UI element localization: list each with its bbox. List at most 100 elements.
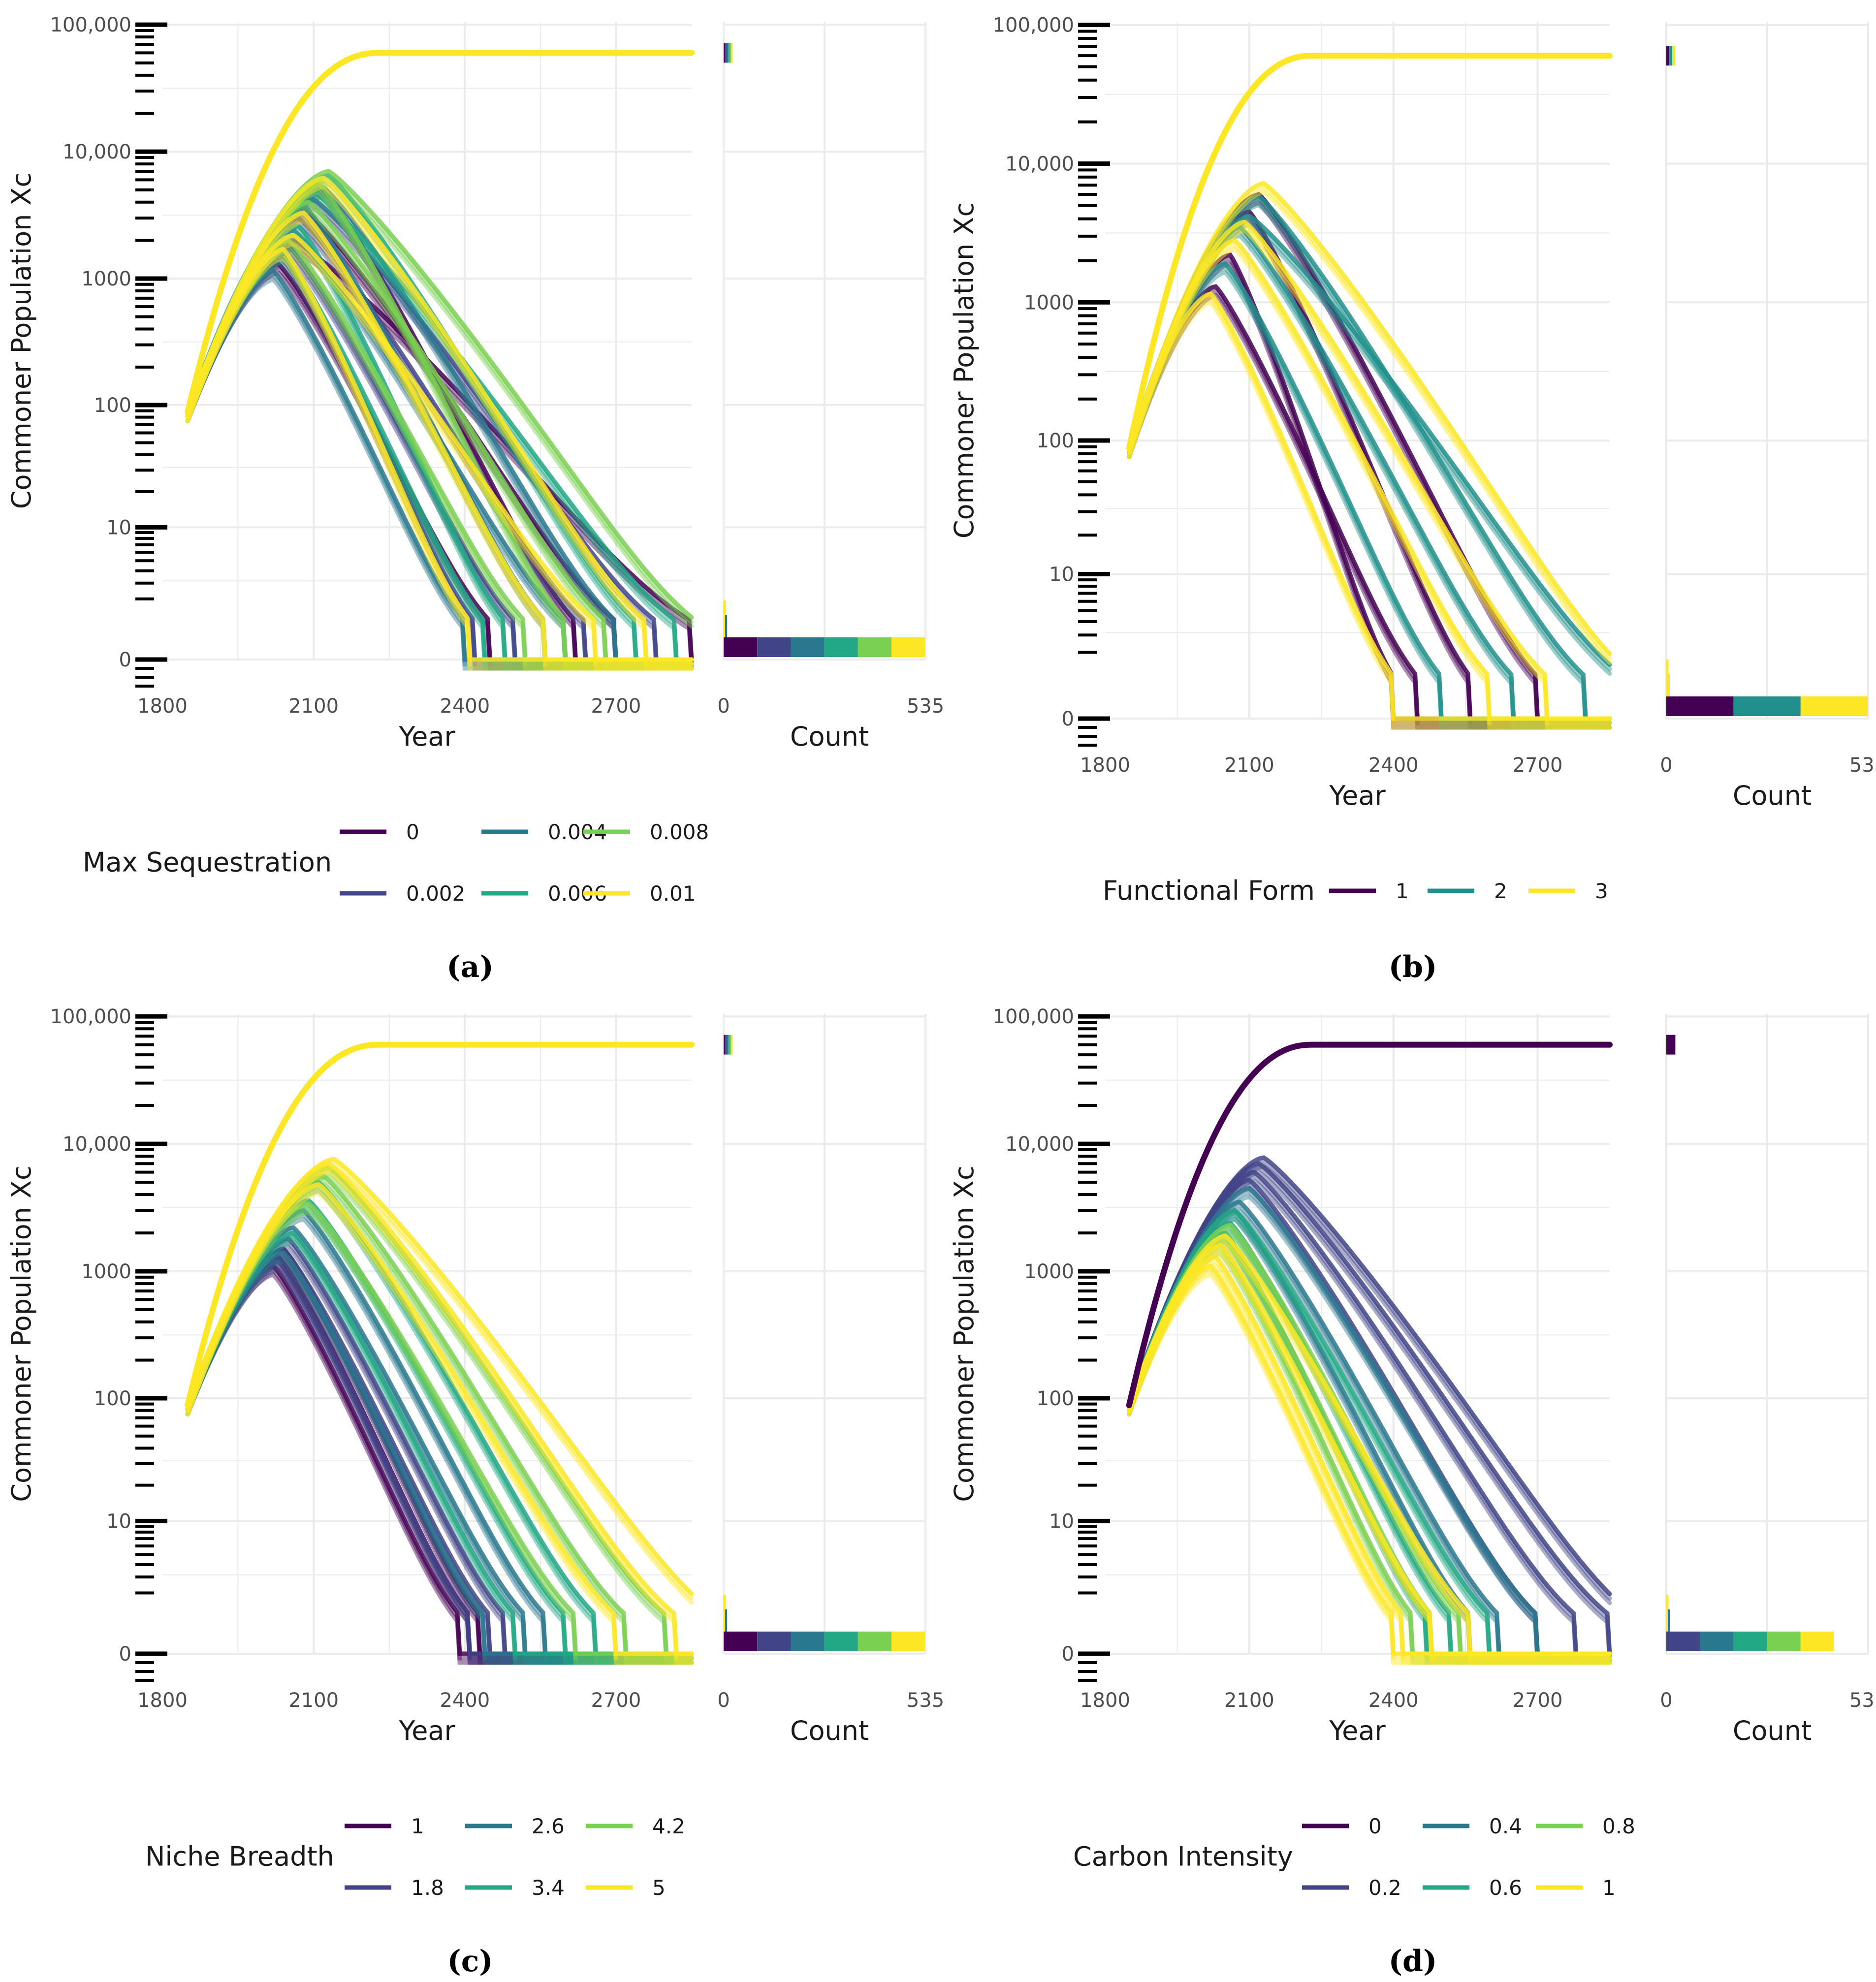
count-bar-zero-4.2 — [858, 1632, 892, 1651]
legend-label: 0.6 — [1489, 1876, 1522, 1900]
series-line-4.2 — [185, 1201, 694, 1656]
y-tick-label: 100 — [1037, 1387, 1074, 1410]
x-tick-label: 1800 — [137, 695, 188, 718]
series-line-1 — [185, 1268, 694, 1661]
count-tick-label: 0 — [1660, 754, 1672, 777]
legend-b: Functional Form 1 2 3 — [1103, 875, 1608, 906]
legend-label: 2.6 — [532, 1814, 565, 1838]
count-bar-zero-0.8 — [1767, 1632, 1801, 1651]
series-line-5 — [185, 1182, 694, 1656]
count-bar-zero-0.6 — [1733, 1632, 1767, 1651]
legend-label: 4.2 — [652, 1814, 685, 1838]
series-line-0.01 — [185, 175, 694, 662]
count-tick-label: 0 — [1660, 1689, 1672, 1712]
legend-title: Carbon Intensity — [1073, 1841, 1293, 1872]
grid-b — [1105, 22, 1869, 720]
y-tick-label: 100 — [94, 1387, 131, 1410]
count-bar-zero-2.6 — [791, 1632, 825, 1651]
y-tick-label: 1000 — [1024, 1260, 1074, 1283]
count-tick-label: 0 — [717, 695, 730, 718]
count-bar-zero-0.008 — [858, 637, 892, 657]
series-line-0.01 — [185, 241, 694, 671]
y-tick-label: 100 — [1037, 430, 1074, 452]
y-tick-label: 1000 — [1024, 291, 1074, 314]
series-line-4.2 — [185, 1205, 694, 1661]
count-bar-plateau-1.8 — [725, 1035, 727, 1055]
series-line-0.01 — [185, 255, 694, 671]
legend-title: Niche Breadth — [145, 1841, 334, 1872]
plateau-line — [185, 50, 695, 415]
series-line-0.6 — [1127, 1212, 1612, 1661]
series-line-5 — [185, 1157, 694, 1596]
x-tick-label: 2100 — [288, 695, 339, 718]
series-line-1 — [1127, 1258, 1612, 1661]
x-tick-label: 2400 — [440, 1689, 490, 1712]
series-line-1 — [185, 1272, 694, 1665]
legend-label: 1.8 — [411, 1876, 444, 1900]
count-bar-plateau-0.002 — [725, 43, 727, 63]
series-line-0.4 — [1127, 1186, 1612, 1656]
count-bar-plateau-2.6 — [727, 1035, 729, 1055]
series-line-0.01 — [185, 215, 694, 666]
legend-label: 0.008 — [650, 820, 709, 844]
legend-label: 0.002 — [406, 881, 465, 906]
series-line-1.8 — [185, 1241, 694, 1661]
count-axis-d: 0 535 Count — [1660, 1689, 1876, 1746]
count-bar-zero-0.01 — [891, 637, 925, 657]
series-line-3.4 — [185, 1235, 694, 1661]
count-bars-c — [723, 1035, 925, 1651]
x-tick-label: 2100 — [288, 1689, 339, 1712]
series-line-0.006 — [185, 254, 694, 666]
legend-a: Max Sequestration00.0020.0040.0060.0080.… — [83, 820, 709, 906]
legend-label: 3 — [1595, 879, 1608, 903]
y-tick-label: 0 — [119, 1643, 131, 1666]
series-line-1 — [1127, 1268, 1612, 1661]
x-tick-label: 2700 — [1513, 754, 1563, 777]
x-tick-label: 2700 — [1513, 1689, 1563, 1712]
y-tick-label: 10,000 — [63, 1133, 131, 1156]
y-tick-label: 100,000 — [50, 1006, 131, 1028]
series-line-1 — [1127, 1242, 1612, 1665]
x-axis-title: Year — [398, 1715, 455, 1746]
y-tick-label: 10 — [106, 516, 131, 539]
count-bar-zero-3 — [1800, 696, 1868, 716]
series-line-3 — [1127, 247, 1612, 730]
plateau-line — [1126, 53, 1613, 451]
count-bar-zero-0.2 — [1666, 1632, 1700, 1651]
x-tick-label: 1800 — [1080, 1689, 1130, 1712]
count-axis-title: Count — [790, 1715, 869, 1746]
y-axis-a: 0 10 100 1000 10,000 100,000 — [50, 14, 167, 688]
series-line-1 — [1127, 1263, 1612, 1656]
x-tick-label: 2700 — [591, 695, 641, 718]
series-line-2 — [1127, 194, 1612, 721]
series-line-1 — [185, 1263, 694, 1665]
y-tick-label: 0 — [119, 649, 131, 671]
series-line-1.8 — [185, 1267, 694, 1665]
x-tick-label: 2100 — [1224, 1689, 1274, 1712]
x-tick-label: 2400 — [1368, 1689, 1419, 1712]
x-tick-label: 1800 — [1080, 754, 1130, 777]
y-tick-label: 0 — [1062, 708, 1074, 730]
legend-label: 0 — [406, 820, 419, 844]
count-bar-zero-3.4 — [824, 1632, 858, 1651]
series-line-1 — [1127, 293, 1612, 730]
series-line-5 — [185, 1165, 694, 1605]
count-bar-plateau-0.01 — [731, 43, 733, 63]
count-bar-zero-1 — [1800, 1632, 1835, 1651]
y-axis-title: Commoner Population Xc — [6, 173, 37, 509]
x-axis-d: 1800 2100 2400 2700 Year — [1080, 1689, 1562, 1746]
count-bar-plateau-3 — [1672, 46, 1676, 66]
legend-title: Max Sequestration — [83, 847, 332, 878]
series-line-2 — [1127, 270, 1612, 730]
series-line-3 — [1127, 220, 1612, 721]
y-tick-label: 10 — [1049, 563, 1074, 586]
series-line-0.01 — [185, 184, 694, 671]
count-axis-title: Count — [1733, 1715, 1812, 1746]
series-line-2.6 — [185, 1212, 694, 1661]
y-tick-label: 10,000 — [1005, 1133, 1074, 1156]
series-line-3 — [1127, 228, 1612, 730]
y-tick-label: 1000 — [81, 268, 131, 290]
count-axis-b: 0 535 Count — [1660, 754, 1876, 811]
